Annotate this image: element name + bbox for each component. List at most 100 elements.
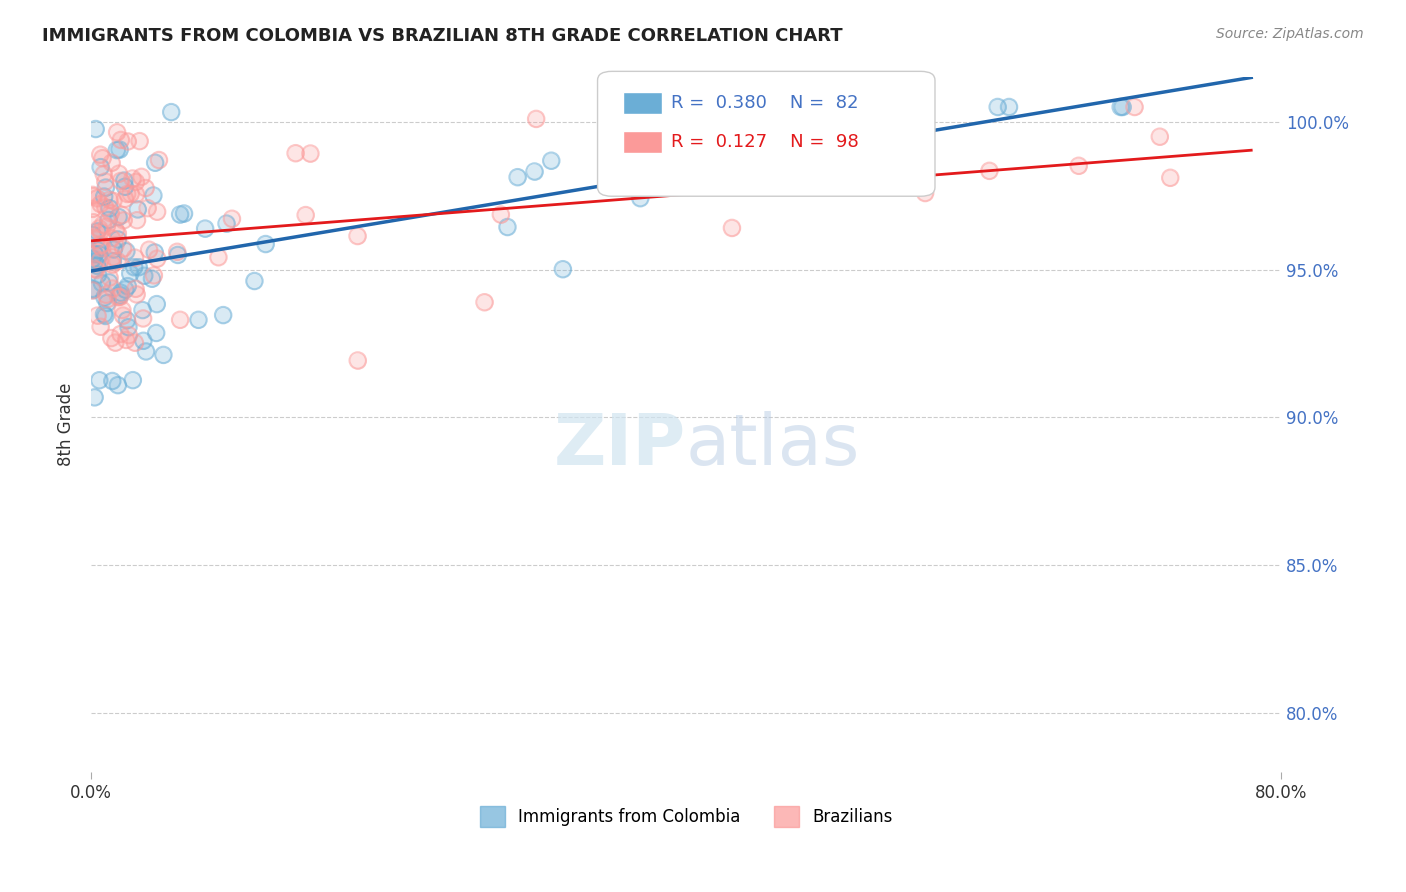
Point [107,210,129,224]
Point [169,207,191,221]
Point [101,282,124,296]
Point [104,223,127,237]
Point [110,285,132,300]
Point [107,227,129,241]
Point [89,197,111,211]
Point [914,186,936,200]
Point [1149,129,1171,144]
Point [105,143,128,157]
Point [82,252,104,266]
Point [89,225,111,239]
Point [124,335,146,350]
Point [114,192,136,206]
Point [124,251,146,265]
Point [215,217,238,231]
Point [121,171,143,186]
Point [105,125,128,139]
Point [100,331,122,345]
Point [523,164,546,178]
Point [94,180,117,194]
Point [125,187,148,202]
Point [121,373,143,387]
Point [506,170,529,185]
Point [254,237,277,252]
Point [96,296,118,310]
Point [112,173,135,187]
Point [120,186,142,201]
Point [98,270,121,285]
Point [127,202,149,217]
Point [346,353,368,368]
Point [100,206,122,220]
Point [143,155,166,169]
Point [115,244,138,259]
Point [107,210,129,224]
Point [89,239,111,253]
Point [108,143,131,157]
Point [134,268,156,283]
Point [83,247,105,261]
Point [111,208,134,222]
Point [89,147,111,161]
Point [98,276,121,290]
Point [89,247,111,261]
Point [87,268,110,282]
Point [101,250,124,264]
Point [103,243,125,257]
Point [83,261,105,276]
Point [523,164,546,178]
Point [104,335,127,350]
Point [89,147,111,161]
Point [107,227,129,241]
Point [616,167,638,181]
Point [82,283,104,297]
Point [142,188,165,202]
Point [101,374,124,388]
Point [146,204,169,219]
Point [1159,170,1181,185]
Point [90,319,112,334]
Point [89,239,111,253]
Point [114,283,136,297]
Point [104,238,127,252]
Point [628,191,651,205]
Point [551,262,574,277]
Point [93,189,115,203]
Point [243,274,266,288]
Point [551,262,574,277]
Point [94,309,117,323]
Point [125,175,148,189]
Point [125,287,148,301]
Point [97,292,120,306]
Point [89,373,111,387]
Point [94,180,117,194]
Point [524,112,547,126]
Point [122,260,145,275]
Point [104,223,127,237]
Point [89,221,111,235]
Point [142,188,165,202]
Point [91,218,114,232]
Point [84,122,107,136]
Point [124,282,146,296]
Point [110,288,132,302]
Point [117,320,139,334]
Point [160,105,183,120]
Point [125,175,148,189]
Point [138,243,160,257]
Point [114,179,136,194]
Point [1111,100,1133,114]
Point [108,290,131,304]
Point [91,218,114,232]
Point [166,244,188,259]
Point [82,202,104,216]
Point [524,112,547,126]
Point [89,247,111,261]
Point [125,287,148,301]
Point [124,251,146,265]
Point [132,311,155,326]
Point [87,244,110,258]
Point [346,229,368,244]
Point [136,201,159,215]
Point [93,167,115,181]
